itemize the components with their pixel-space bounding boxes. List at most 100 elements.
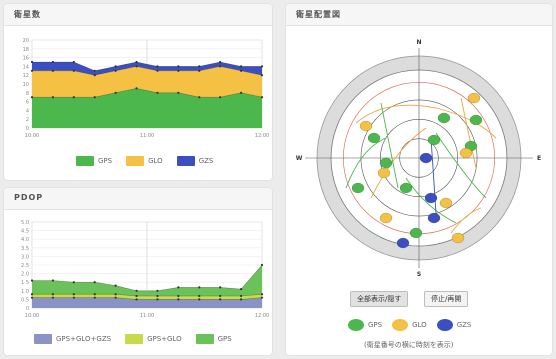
data-point xyxy=(177,298,180,301)
data-point xyxy=(219,286,222,289)
series-line xyxy=(32,264,263,292)
data-point xyxy=(114,293,117,296)
y-tick-label: 14 xyxy=(23,64,29,70)
area-gzs xyxy=(32,62,262,76)
satellite-marker[interactable] xyxy=(437,112,451,124)
orbit-track xyxy=(345,137,387,189)
legend-item[interactable]: GPS xyxy=(195,334,232,344)
legend-item[interactable]: GPS+GLO+GZS xyxy=(34,334,111,344)
legend-swatch xyxy=(125,334,144,344)
data-point xyxy=(93,293,96,296)
pause-resume-button[interactable]: 停止/再開 xyxy=(424,291,469,307)
data-point xyxy=(177,69,180,72)
satellite-marker[interactable] xyxy=(459,147,473,159)
x-tick-label: 10:00 xyxy=(25,133,39,139)
data-point xyxy=(135,65,138,68)
sat-count-panel: 衛星数 0 2 4 6 8 10 12 14 16 18 20 10:00 11:00 12:00 GPS… xyxy=(4,4,272,180)
satellite-marker[interactable] xyxy=(351,182,365,194)
data-point xyxy=(114,296,117,299)
y-tick-label: 2 xyxy=(26,117,29,123)
data-point xyxy=(93,96,96,99)
y-tick-label: 18 xyxy=(23,47,29,53)
orbit-track xyxy=(450,207,482,234)
satellite-marker[interactable] xyxy=(467,92,481,104)
data-point xyxy=(219,294,222,298)
satellite-marker[interactable] xyxy=(424,192,438,204)
data-point xyxy=(30,296,34,299)
data-point xyxy=(156,289,159,292)
data-point xyxy=(135,87,138,90)
y-tick-label: 10 xyxy=(23,82,29,88)
satellite-marker[interactable] xyxy=(359,120,373,132)
legend-item[interactable]: GPS+GLO xyxy=(125,334,182,344)
data-point xyxy=(177,294,180,298)
data-point xyxy=(51,60,55,64)
satellite-marker[interactable] xyxy=(439,197,453,209)
data-point xyxy=(114,65,117,68)
sat-count-legend: GPS GLO GZS xyxy=(76,156,227,166)
satellite-marker[interactable] xyxy=(451,232,465,244)
sat-count-header xyxy=(4,4,272,26)
sat-count-title: 衛星数 xyxy=(14,10,41,19)
legend-label: GLO xyxy=(148,157,163,165)
legend-label: GPS+GLO+GZS xyxy=(56,335,112,343)
data-point xyxy=(72,293,75,296)
y-tick-label: 16 xyxy=(23,56,29,62)
legend-item[interactable]: GLO xyxy=(126,156,163,166)
sky-legend-label: GPS xyxy=(368,321,383,329)
data-point xyxy=(72,60,75,64)
legend-label: GPS xyxy=(217,335,232,343)
y-tick-label: 0 xyxy=(26,306,29,312)
sky-legend-item: GZS xyxy=(436,319,471,331)
data-point xyxy=(114,284,117,287)
data-point xyxy=(219,60,222,64)
series-line xyxy=(32,297,263,300)
legend-label: GZS xyxy=(198,157,214,165)
legend-label: GPS+GLO xyxy=(147,335,182,343)
toggle-all-button[interactable]: 全部表示/隠す xyxy=(350,291,409,307)
series-line xyxy=(32,88,263,98)
sat-count-chart: 0 2 4 6 8 10 12 14 16 18 20 10:00 11:00 12:00 xyxy=(23,38,270,139)
data-point xyxy=(72,69,75,72)
data-point xyxy=(30,279,34,282)
series-line xyxy=(32,66,263,76)
sky-note: (衛星番号の横に時刻を表示) xyxy=(364,341,454,349)
satellite-marker[interactable] xyxy=(409,227,423,239)
legend-item[interactable]: GZS xyxy=(176,156,214,166)
sky-legend-dot xyxy=(436,319,453,331)
direction-w: W xyxy=(296,155,303,162)
direction-s: S xyxy=(417,271,421,278)
satellite-marker[interactable] xyxy=(379,157,393,169)
data-point xyxy=(219,65,222,68)
satellite-marker[interactable] xyxy=(379,212,393,224)
satellite-marker[interactable] xyxy=(399,182,413,194)
satellite-marker[interactable] xyxy=(427,212,441,224)
pdop-legend: GPS+GLO+GZS GPS+GLO GPS xyxy=(34,334,246,344)
x-tick-label: 11:00 xyxy=(140,313,154,319)
satellite-marker[interactable] xyxy=(377,167,391,179)
satellite-marker[interactable] xyxy=(367,132,381,144)
data-point xyxy=(177,286,180,289)
y-tick-label: 1.0 xyxy=(21,289,29,295)
data-point xyxy=(30,96,34,99)
data-point xyxy=(114,69,117,72)
pdop-panel: PDOP 0 0.5 1.0 1.5 2.0 2.5 3.0 3.5 4.0 4.5 5.0 10:0… xyxy=(4,188,272,355)
pdop-chart: 0 0.5 1.0 1.5 2.0 2.5 3.0 3.5 4.0 4.5 5.0 10:00 11:0… xyxy=(21,220,269,319)
direction-e: E xyxy=(537,155,541,162)
x-tick-label: 10:00 xyxy=(25,313,39,319)
data-point xyxy=(177,91,180,94)
data-point xyxy=(156,294,159,298)
satellite-marker[interactable] xyxy=(469,114,483,126)
x-tick-label: 11:00 xyxy=(140,133,154,139)
data-point xyxy=(260,263,264,267)
orbit-track xyxy=(460,97,477,169)
data-point xyxy=(260,96,264,99)
y-tick-label: 12 xyxy=(23,73,29,79)
y-tick-label: 6 xyxy=(26,100,29,106)
satellite-marker[interactable] xyxy=(419,152,433,164)
data-point xyxy=(260,296,264,299)
legend-item[interactable]: GPS xyxy=(76,156,112,166)
satellite-marker[interactable] xyxy=(396,237,410,249)
satellite-marker[interactable] xyxy=(427,134,441,146)
data-point xyxy=(72,296,75,299)
